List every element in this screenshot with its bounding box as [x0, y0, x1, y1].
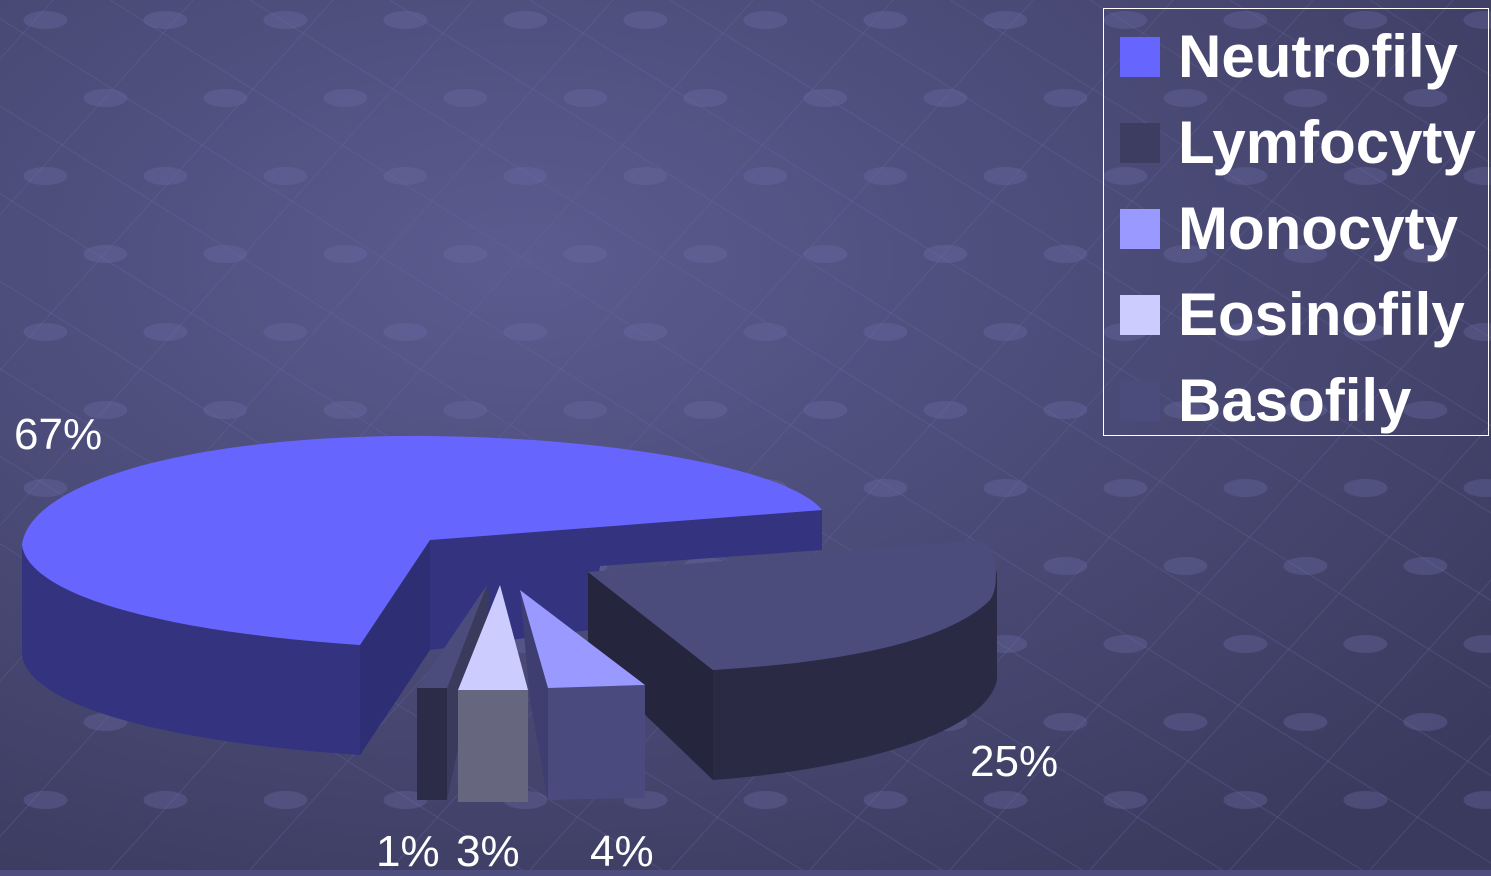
- slice-eosinofily-top: [458, 585, 528, 690]
- slice-eosinofily: [458, 585, 528, 802]
- legend-swatch-basofily: [1120, 381, 1160, 421]
- legend-item-eosinofily: Eosinofily: [1120, 285, 1465, 345]
- legend-swatch-lymfocyty: [1120, 123, 1160, 163]
- slice-monocyty-top: [520, 590, 645, 688]
- legend-label-neutrofily: Neutrofily: [1178, 23, 1459, 90]
- legend-item-monocyty: Monocyty: [1120, 199, 1458, 259]
- slice-lymfocyty-cut-side: [588, 572, 713, 780]
- data-label-neutrofily: 67%: [14, 410, 103, 459]
- slice-monocyty-cut-side: [520, 590, 548, 800]
- slice-neutrofily-cut-side-a: [360, 540, 430, 755]
- legend-swatch-eosinofily: [1120, 295, 1160, 335]
- legend-item-neutrofily: Neutrofily: [1120, 27, 1458, 87]
- chart-legend: Neutrofily Lymfocyty Monocyty Eosinofily…: [1103, 8, 1489, 436]
- slice-monocyty-side: [548, 685, 645, 800]
- data-label-eosinofily: 3%: [456, 827, 520, 876]
- slice-basofily-side: [417, 688, 447, 800]
- data-label-monocyty: 4%: [590, 827, 654, 876]
- legend-item-lymfocyty: Lymfocyty: [1120, 113, 1476, 173]
- data-label-basofily: 1%: [376, 827, 440, 876]
- slice-monocyty: [520, 590, 645, 800]
- legend-item-basofily: Basofily: [1120, 371, 1411, 431]
- legend-label-monocyty: Monocyty: [1178, 195, 1459, 262]
- legend-label-basofily: Basofily: [1178, 367, 1412, 434]
- slice-lymfocyty-top: [588, 540, 996, 670]
- legend-label-lymfocyty: Lymfocyty: [1178, 109, 1476, 176]
- slice-neutrofily-top: [22, 435, 822, 645]
- data-label-lymfocyty: 25%: [970, 737, 1059, 786]
- slice-basofily-top: [417, 585, 487, 688]
- slice-lymfocyty-outer-side: [713, 570, 997, 780]
- slice-neutrofily-outer-side: [22, 545, 360, 755]
- legend-swatch-monocyty: [1120, 209, 1160, 249]
- slice-eosinofily-side: [458, 690, 528, 802]
- slice-lymfocyty: [588, 540, 997, 780]
- legend-label-eosinofily: Eosinofily: [1178, 281, 1465, 348]
- legend-swatch-neutrofily: [1120, 37, 1160, 77]
